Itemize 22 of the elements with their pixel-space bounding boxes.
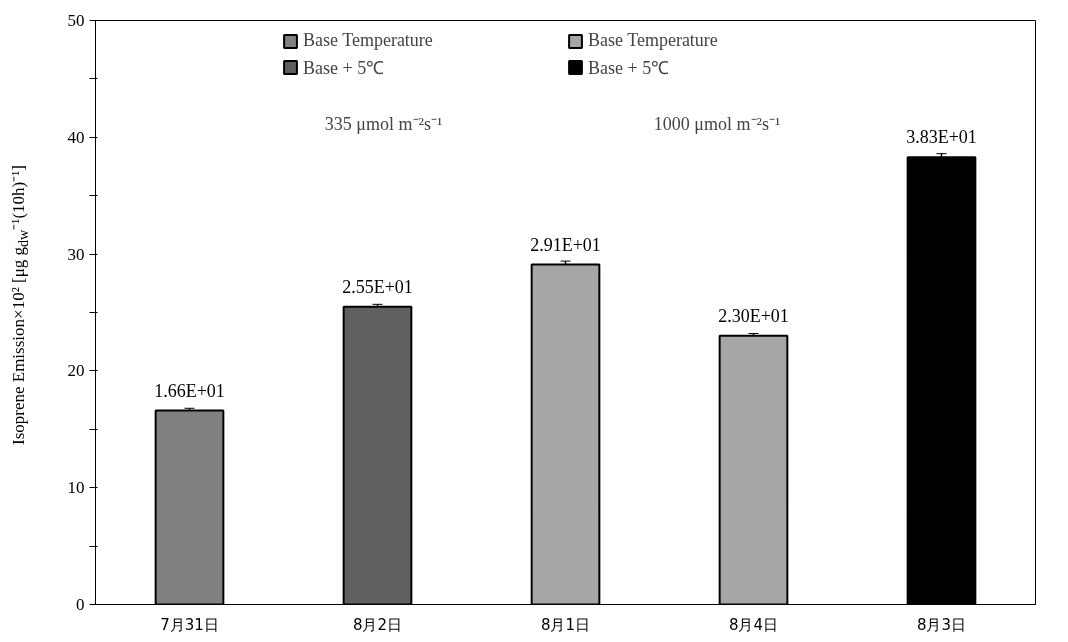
x-tick-label: 8月3日 — [916, 615, 967, 634]
y-tick-label: 40 — [67, 127, 85, 147]
x-tick-label: 8月2日 — [352, 615, 403, 634]
legend-label: Base + 5℃ — [303, 57, 386, 79]
legend-label: Base Temperature — [588, 30, 719, 51]
x-tick-label: 8月4日 — [728, 615, 779, 634]
data-label: 2.30E+01 — [718, 305, 789, 326]
legend-label: Base Temperature — [303, 30, 434, 51]
data-label: 2.91E+01 — [530, 234, 601, 255]
y-tick-label: 30 — [67, 244, 85, 264]
data-label: 1.66E+01 — [154, 380, 225, 401]
y-tick-label: 20 — [67, 361, 85, 381]
x-tick-label: 8月1日 — [540, 615, 591, 634]
y-tick-label: 10 — [67, 478, 85, 498]
annotation: 335 μmol m⁻²s⁻¹ — [324, 113, 443, 134]
legend-label: Base + 5℃ — [588, 57, 671, 79]
y-tick-label: 50 — [67, 11, 85, 30]
y-tick-label: 0 — [76, 595, 85, 614]
data-label: 3.83E+01 — [906, 127, 977, 148]
annotation: 1000 μmol m⁻²s⁻¹ — [653, 113, 781, 134]
data-label: 2.55E+01 — [342, 276, 413, 297]
x-tick-label: 7月31日 — [160, 615, 219, 634]
